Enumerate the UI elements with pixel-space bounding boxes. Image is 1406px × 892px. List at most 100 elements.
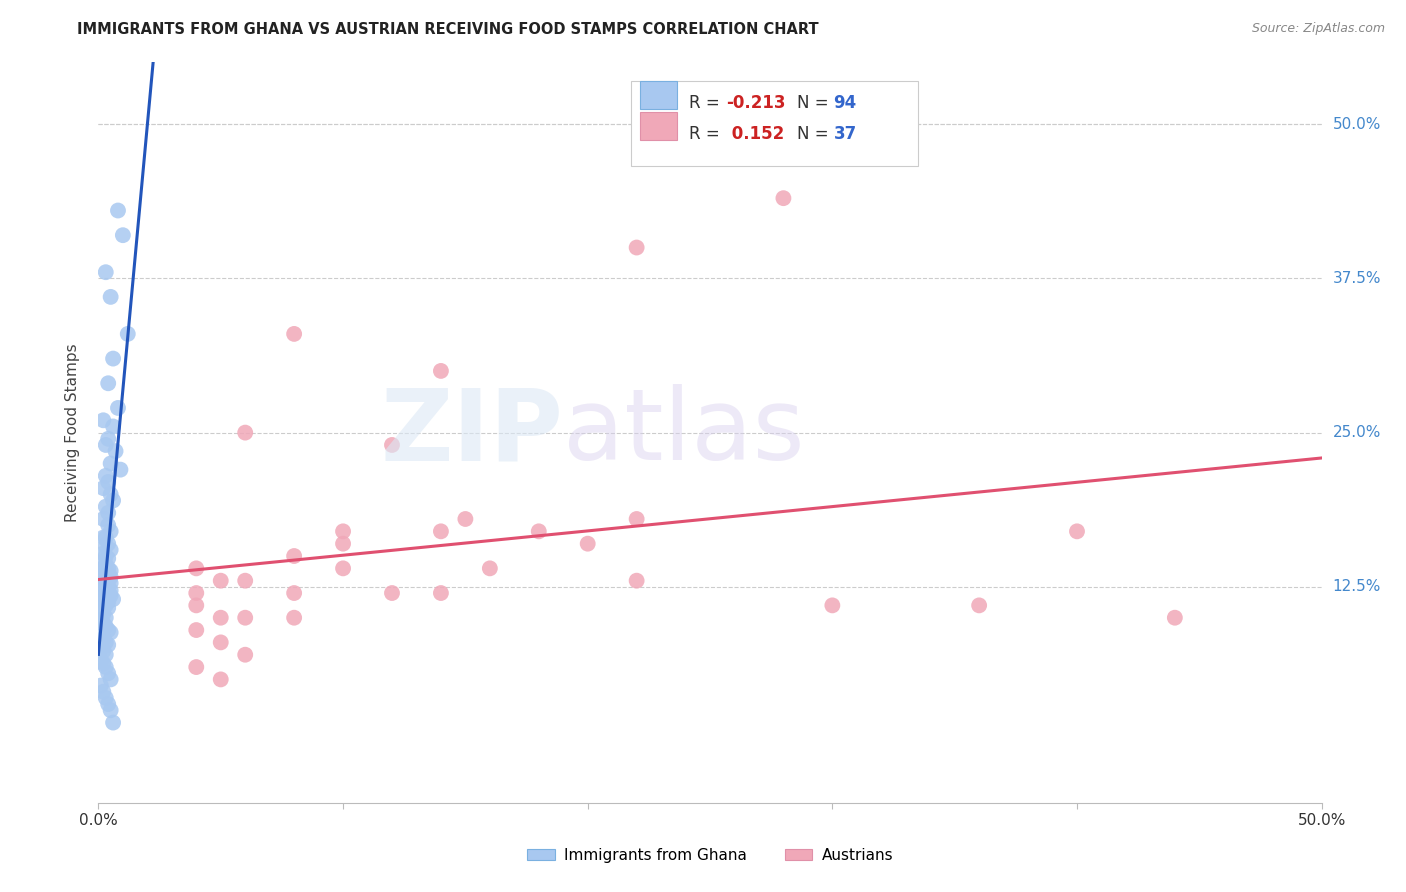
Point [97,475,120,489]
Point [100,589,122,603]
Point [527,524,550,539]
Point [283,549,305,563]
Text: 94: 94 [834,95,856,112]
Point [626,574,648,588]
Point [94,539,117,553]
Point [209,574,232,588]
Point [94,690,117,705]
Point [186,561,208,575]
Point [91,632,114,646]
Point [100,625,122,640]
Point [101,592,124,607]
Point [94,468,117,483]
Point [430,586,453,600]
Point [332,561,354,575]
Point [91,589,114,603]
Point [1066,524,1088,539]
Point [97,600,120,615]
Point [332,536,354,550]
Point [1164,611,1187,625]
Point [94,635,117,649]
Point [91,580,114,594]
Point [94,582,117,597]
Point [97,666,120,681]
Text: 50.0%: 50.0% [1333,117,1381,132]
Point [186,586,208,600]
Point [94,648,117,662]
Point [111,228,134,243]
Point [90,629,112,643]
Bar [640,81,678,109]
Point [94,660,117,674]
Point [94,570,117,584]
Point [100,290,122,304]
Point [91,555,114,569]
Point [91,413,114,427]
Point [101,351,124,366]
Point [110,462,132,476]
Point [100,524,122,539]
Point [94,589,117,603]
Point [94,599,117,613]
Point [430,524,453,539]
Point [100,564,122,578]
Point [91,685,114,699]
Point [209,635,232,649]
Point [97,580,120,594]
Point [478,561,501,575]
Point [94,265,117,279]
Point [107,401,129,415]
Point [94,549,117,563]
Point [97,574,120,588]
Point [91,574,114,588]
Point [100,457,122,471]
Point [626,512,648,526]
Point [97,697,120,711]
Text: R =: R = [689,126,725,144]
Point [91,561,114,575]
Point [576,536,599,550]
Point [94,558,117,572]
Text: 12.5%: 12.5% [1333,580,1381,594]
Point [94,531,117,545]
Text: 0.152: 0.152 [725,126,785,144]
Y-axis label: Receiving Food Stamps: Receiving Food Stamps [65,343,80,522]
Text: 25.0%: 25.0% [1333,425,1381,440]
Point [94,500,117,514]
Text: Source: ZipAtlas.com: Source: ZipAtlas.com [1251,22,1385,36]
Point [91,547,114,561]
Point [94,576,117,591]
Point [332,524,354,539]
Point [100,583,122,598]
Point [90,679,112,693]
Point [186,660,208,674]
Point [97,623,120,637]
Point [91,607,114,621]
Point [97,586,120,600]
Point [100,576,122,591]
Point [100,542,122,557]
Point [186,623,208,637]
Point [772,191,794,205]
Point [94,438,117,452]
Point [90,583,112,598]
Point [90,605,112,619]
Point [97,561,120,575]
Point [90,592,112,607]
Point [97,432,120,446]
Point [91,567,114,582]
Point [283,586,305,600]
Point [821,599,844,613]
Point [100,673,122,687]
Text: N =: N = [797,95,834,112]
Point [100,487,122,501]
Point [97,595,120,609]
Point [91,576,114,591]
Point [381,586,404,600]
Text: ZIP: ZIP [381,384,564,481]
Point [101,715,124,730]
Point [90,574,112,588]
Point [97,376,120,391]
Point [209,673,232,687]
Bar [640,112,678,140]
